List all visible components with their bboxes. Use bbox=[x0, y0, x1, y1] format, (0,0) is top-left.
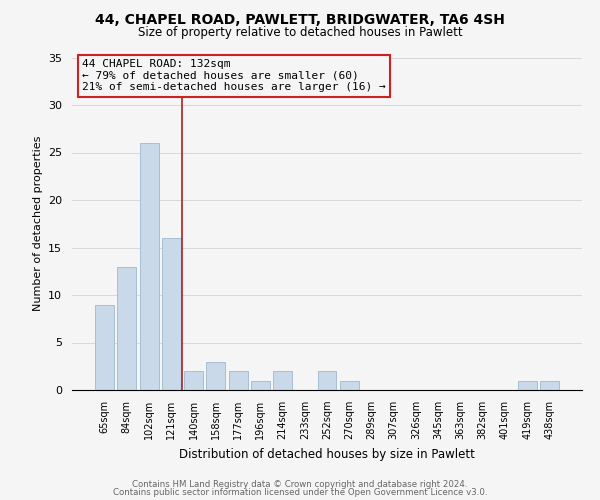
Bar bbox=[317, 371, 337, 390]
Text: Size of property relative to detached houses in Pawlett: Size of property relative to detached ho… bbox=[137, 26, 463, 39]
Bar bbox=[140, 143, 158, 390]
X-axis label: Distribution of detached houses by size in Pawlett: Distribution of detached houses by size … bbox=[179, 448, 475, 460]
Bar bbox=[118, 266, 136, 390]
Text: 44 CHAPEL ROAD: 132sqm
← 79% of detached houses are smaller (60)
21% of semi-det: 44 CHAPEL ROAD: 132sqm ← 79% of detached… bbox=[82, 59, 386, 92]
Text: 44, CHAPEL ROAD, PAWLETT, BRIDGWATER, TA6 4SH: 44, CHAPEL ROAD, PAWLETT, BRIDGWATER, TA… bbox=[95, 12, 505, 26]
Bar bbox=[518, 380, 536, 390]
Text: Contains HM Land Registry data © Crown copyright and database right 2024.: Contains HM Land Registry data © Crown c… bbox=[132, 480, 468, 489]
Bar bbox=[229, 371, 248, 390]
Bar bbox=[251, 380, 270, 390]
Bar bbox=[162, 238, 181, 390]
Bar bbox=[273, 371, 292, 390]
Bar bbox=[206, 362, 225, 390]
Bar bbox=[184, 371, 203, 390]
Text: Contains public sector information licensed under the Open Government Licence v3: Contains public sector information licen… bbox=[113, 488, 487, 497]
Bar bbox=[540, 380, 559, 390]
Y-axis label: Number of detached properties: Number of detached properties bbox=[32, 136, 43, 312]
Bar bbox=[95, 304, 114, 390]
Bar bbox=[340, 380, 359, 390]
